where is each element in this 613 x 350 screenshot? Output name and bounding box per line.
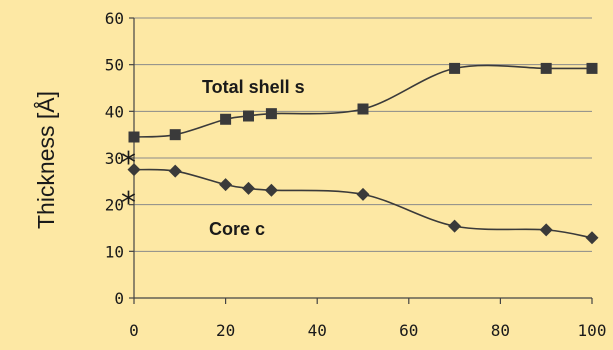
ytick-label-50: 50 bbox=[105, 56, 124, 75]
ytick-label-20: 20 bbox=[105, 196, 124, 215]
xtick-label-20: 20 bbox=[216, 321, 235, 340]
y-axis-label: Thickness [Å] bbox=[32, 91, 59, 229]
data-point-1-8 bbox=[585, 231, 599, 245]
series-line-0 bbox=[133, 64, 593, 138]
series-1 bbox=[127, 163, 599, 245]
series-line-1 bbox=[133, 168, 593, 239]
data-point-0-8 bbox=[586, 62, 598, 74]
data-point-0-3 bbox=[243, 110, 254, 122]
data-point-0-7 bbox=[540, 62, 552, 74]
ytick-label-0: 0 bbox=[114, 289, 124, 308]
annotation-asterisk-upper: * bbox=[121, 146, 136, 181]
ytick-label-40: 40 bbox=[105, 102, 124, 121]
xtick-label-80: 80 bbox=[491, 321, 510, 340]
data-point-1-7 bbox=[539, 223, 553, 237]
data-point-0-4 bbox=[265, 108, 277, 120]
ytick-label-60: 60 bbox=[105, 9, 124, 28]
xtick-label-60: 60 bbox=[399, 321, 418, 340]
data-point-1-2 bbox=[219, 178, 233, 192]
data-point-1-6 bbox=[448, 219, 462, 233]
data-point-1-3 bbox=[242, 181, 255, 195]
xtick-label-40: 40 bbox=[308, 321, 327, 340]
data-point-1-5 bbox=[356, 187, 370, 201]
data-point-1-4 bbox=[264, 183, 278, 197]
xtick-label-100: 100 bbox=[578, 321, 607, 340]
data-point-0-5 bbox=[357, 103, 369, 115]
data-point-1-0 bbox=[127, 163, 141, 177]
series-label-core: Core c bbox=[209, 219, 265, 239]
y-tick-labels: 0 10 20 30 40 50 60 bbox=[105, 9, 124, 308]
ytick-label-10: 10 bbox=[105, 242, 124, 261]
data-point-0-0 bbox=[128, 131, 140, 143]
series bbox=[127, 62, 599, 245]
grid-lines bbox=[134, 17, 592, 252]
annotation-asterisk-lower: * bbox=[121, 186, 136, 221]
ytick-label-30: 30 bbox=[105, 149, 124, 168]
axes bbox=[129, 17, 593, 304]
series-label-total-shell: Total shell s bbox=[202, 77, 305, 97]
data-point-0-1 bbox=[169, 129, 181, 141]
data-point-0-6 bbox=[449, 62, 461, 74]
data-point-1-1 bbox=[168, 164, 182, 178]
series-0 bbox=[128, 62, 598, 143]
x-tick-labels: 0 20 40 60 80 100 bbox=[129, 321, 606, 340]
xtick-label-0: 0 bbox=[129, 321, 139, 340]
data-point-0-2 bbox=[220, 113, 232, 125]
